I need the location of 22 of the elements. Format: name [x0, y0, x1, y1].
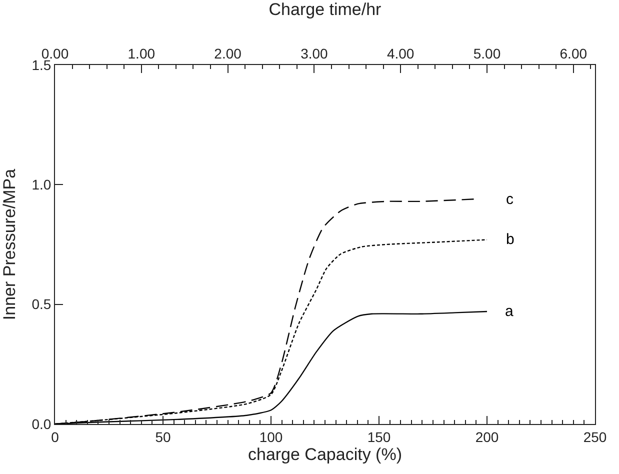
- x2-tick-label: 5.00: [473, 45, 501, 62]
- y-tick-label: 0.5: [32, 296, 52, 312]
- x-tick-label: 250: [583, 428, 607, 445]
- y-axis-title: Inner Pressure/MPa: [0, 168, 19, 320]
- x-tick-label: 150: [367, 428, 391, 445]
- x-tick-label: 0: [51, 428, 60, 445]
- text: c: [506, 191, 514, 208]
- x-tick-label: 200: [475, 428, 499, 445]
- x2-tick-label: 2.00: [214, 45, 242, 62]
- x2-tick-label: 1.00: [128, 45, 156, 62]
- x-axis-title: charge Capacity (%): [248, 444, 402, 464]
- x2-axis-title: Charge time/hr: [268, 0, 382, 19]
- series-label: b: [506, 231, 514, 248]
- x2-tick-label: 0.00: [41, 45, 69, 62]
- y-tick-label: 0.0: [32, 416, 52, 432]
- x2-tick-label: 4.00: [386, 45, 414, 62]
- x-tick-label: 100: [259, 428, 283, 445]
- x2-tick-label: 3.00: [300, 45, 328, 62]
- y-tick-label: 1.0: [32, 176, 52, 193]
- series-label: a: [505, 303, 514, 320]
- x-tick-label: 50: [155, 428, 171, 445]
- x2-tick-label: 6.00: [560, 45, 588, 62]
